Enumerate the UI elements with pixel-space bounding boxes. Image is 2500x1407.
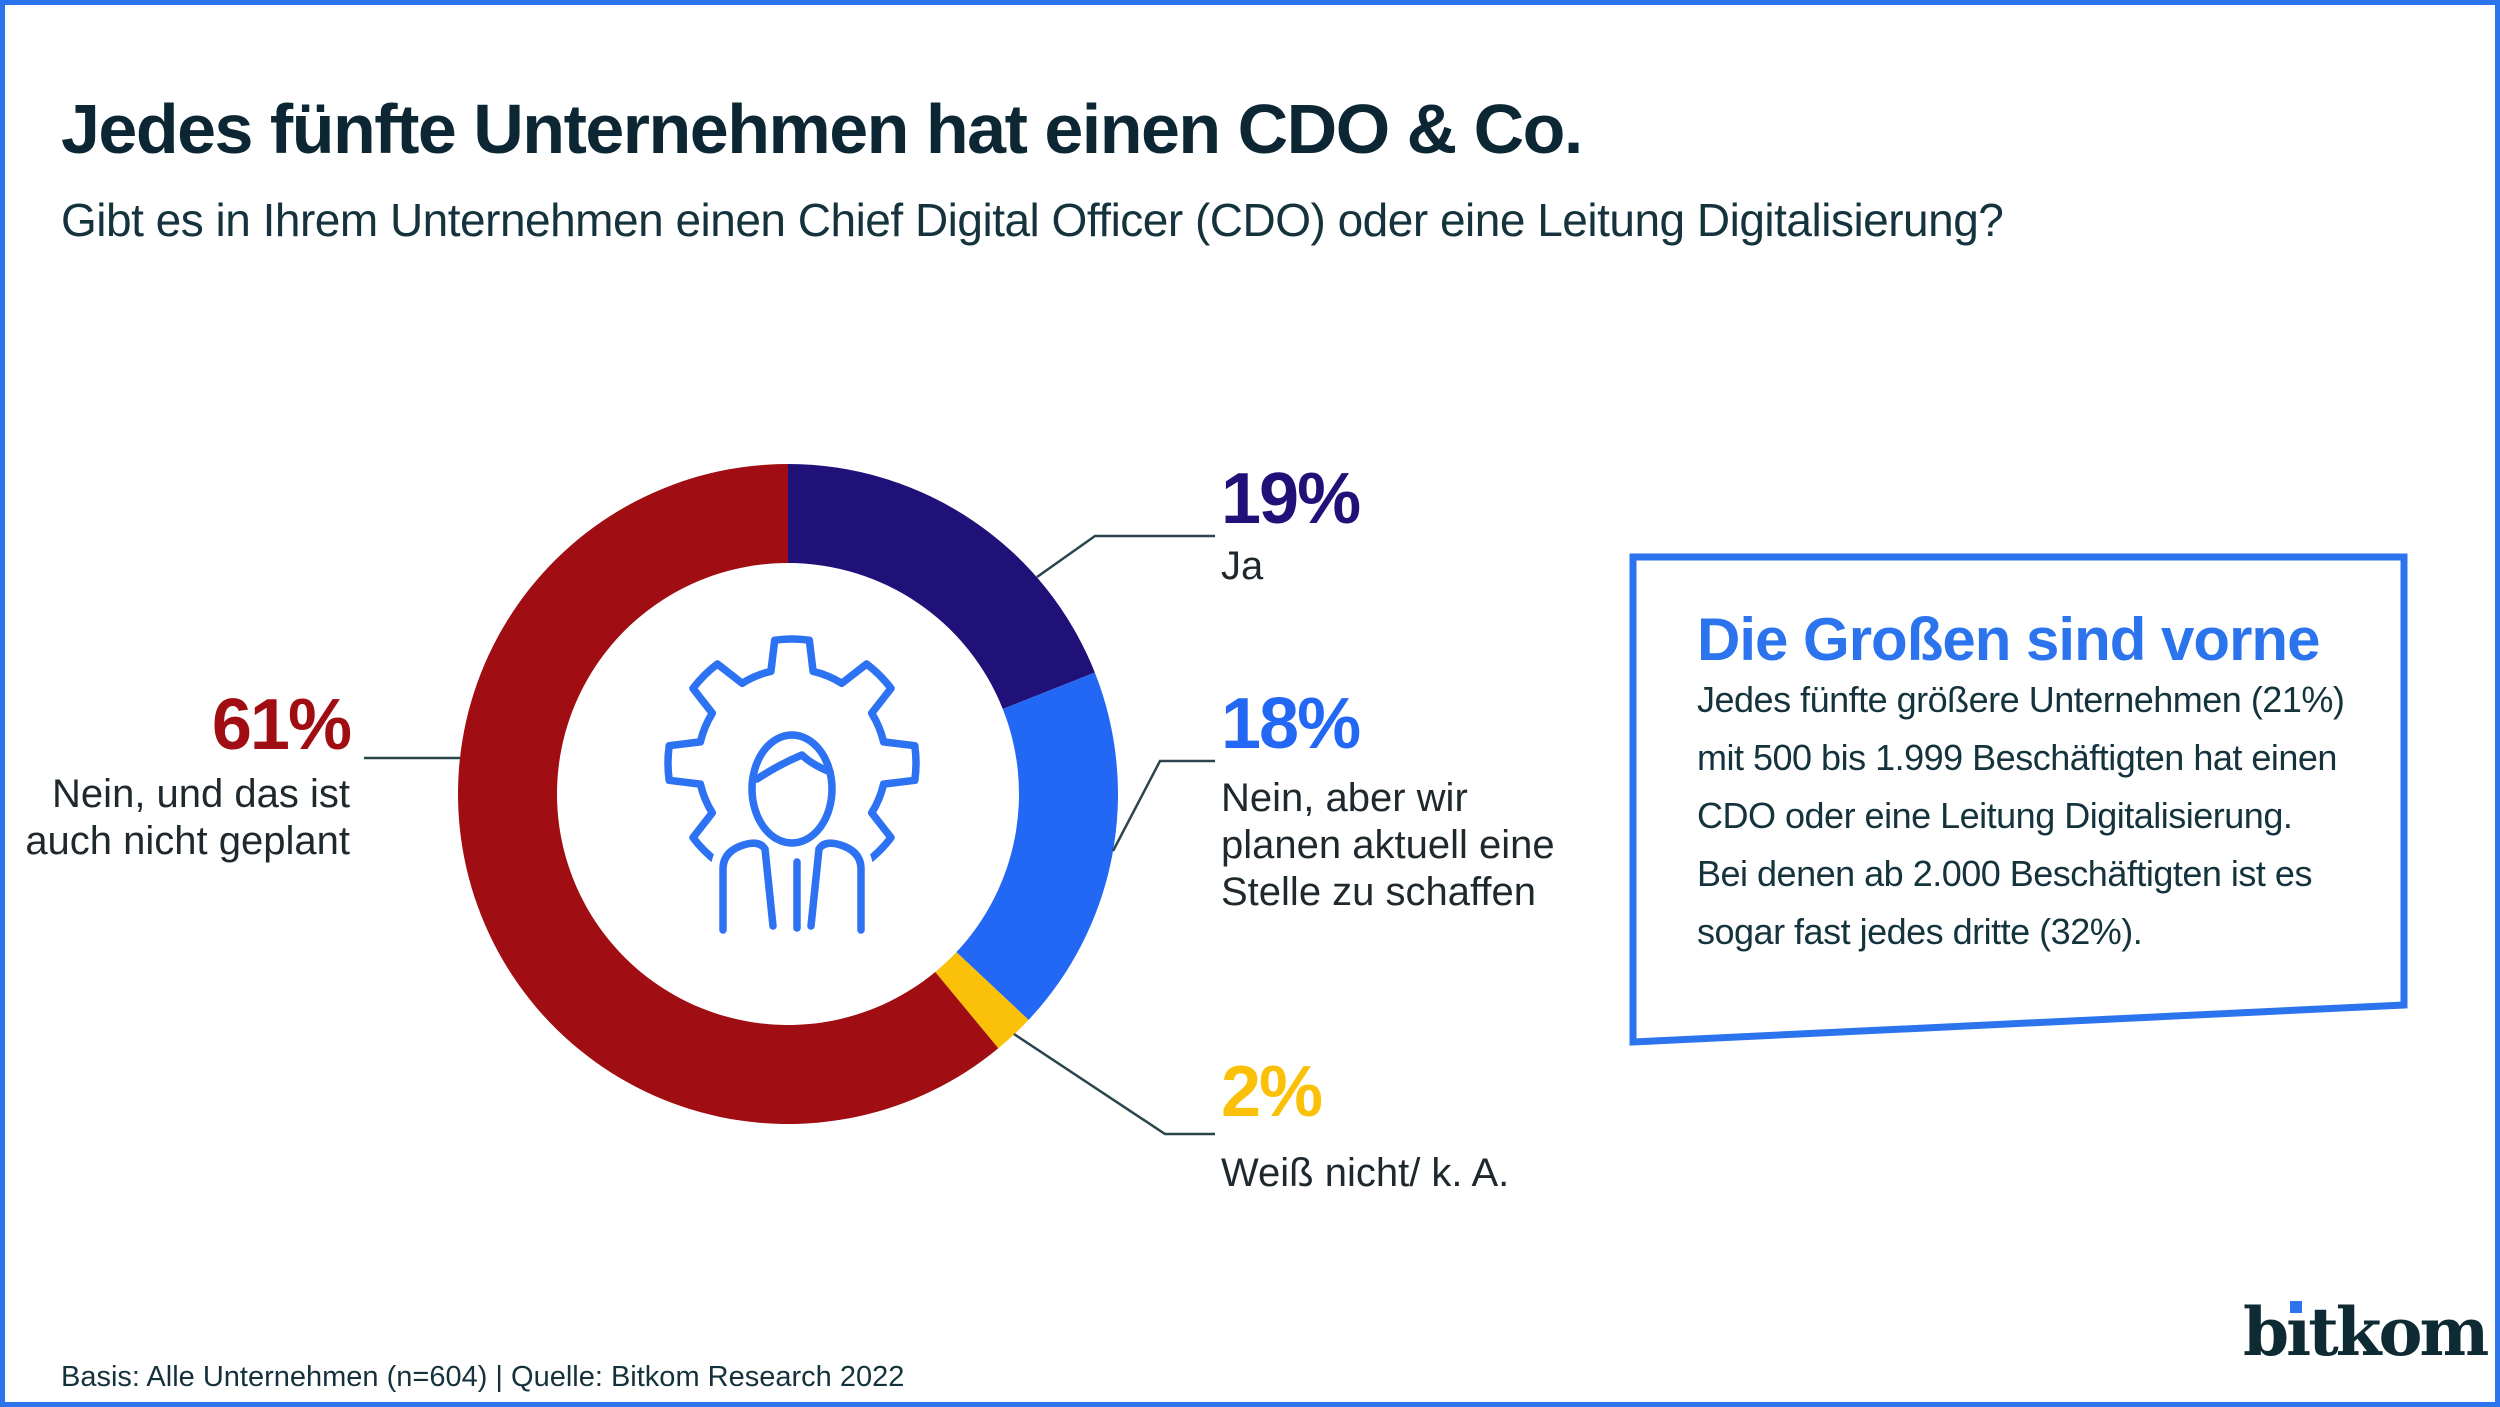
logo-rest: tkom <box>2308 1293 2489 1371</box>
hair-fringe <box>753 751 834 783</box>
donut-segment <box>935 952 1029 1049</box>
logo-i-dot <box>2290 1301 2303 1313</box>
bitkom-logo: bı tkom <box>2243 1293 2489 1371</box>
donut-segment <box>458 464 999 1124</box>
infobox: Die Großen sind vorne Jedes fünfte größe… <box>1629 553 2408 1046</box>
infobox-border <box>1629 553 2408 1046</box>
label-nein-pct: 61% <box>211 685 352 765</box>
label-ja: 19% Ja <box>1221 459 1361 590</box>
label-plan-pct: 18% <box>1221 684 1361 764</box>
label-weiss-text: Weiß nicht/ k. A. <box>1221 1151 1510 1195</box>
right-shoulder <box>807 839 865 934</box>
infobox-title: Die Großen sind vorne <box>1697 606 2320 673</box>
page-subtitle: Gibt es in Ihrem Unternehmen einen Chief… <box>61 194 2004 246</box>
leader-plan <box>1111 759 1215 852</box>
logo-i: ı <box>2286 1293 2311 1371</box>
person-in-gear-icon <box>664 635 920 942</box>
logo-b: b <box>2243 1293 2289 1371</box>
label-plan: 18% Nein, aber wir planen aktuell eine S… <box>1221 688 1555 916</box>
donut-chart <box>458 464 1118 1124</box>
label-nein: 61% Nein, und das ist auch nicht geplant <box>5 685 352 865</box>
source-note: Basis: Alle Unternehmen (n=604) | Quelle… <box>61 1361 905 1393</box>
label-ja-pct: 19% <box>1221 459 1361 539</box>
donut-segment <box>956 672 1118 1020</box>
label-nein-text: Nein, und das ist auch nicht geplant <box>25 772 350 863</box>
left-shoulder <box>719 839 777 934</box>
infobox-body: Jedes fünfte größere Unternehmen (21%) m… <box>1697 679 2345 952</box>
label-weiss-pct: 2% <box>1221 1052 1323 1132</box>
label-plan-text: Nein, aber wir planen aktuell eine Stell… <box>1221 776 1555 914</box>
label-ja-text: Ja <box>1221 544 1264 588</box>
donut-segment <box>788 464 1095 709</box>
page-title: Jedes fünfte Unternehmen hat einen CDO &… <box>61 90 1583 168</box>
person-outline <box>719 731 865 934</box>
label-weiss: 2% Weiß nicht/ k. A. <box>1221 1056 1509 1197</box>
